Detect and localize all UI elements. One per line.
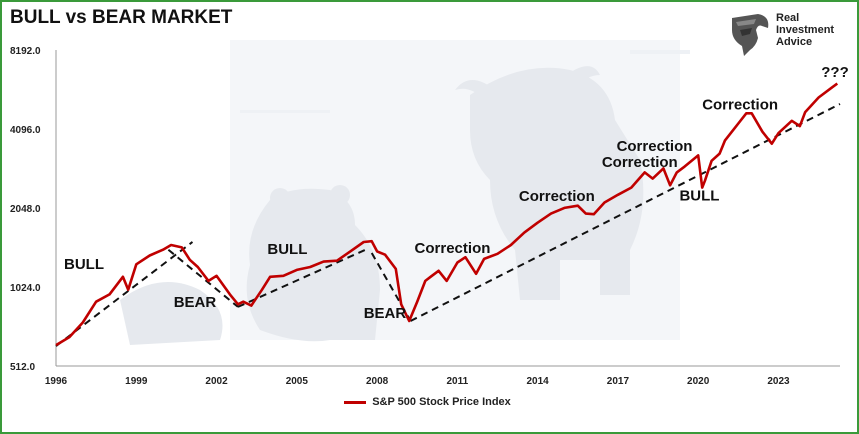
legend: S&P 500 Stock Price Index — [0, 396, 855, 408]
y-tick-label: 1024.0 — [10, 283, 41, 294]
logo-line-3: Advice — [776, 36, 813, 48]
y-tick-labels: 512.0 1024.0 2048.0 4096.0 8192.0 — [10, 46, 41, 373]
x-tick-label: 2023 — [767, 376, 790, 387]
annotation-label: ??? — [821, 64, 849, 81]
y-tick-label: 4096.0 — [10, 125, 41, 136]
y-tick-label: 8192.0 — [10, 46, 41, 57]
logo-line-2: Investment — [776, 24, 835, 36]
trendline — [167, 248, 239, 308]
x-tick-label: 1996 — [45, 376, 68, 387]
annotation-label: BEAR — [364, 305, 407, 322]
annotation-label: BULL — [679, 187, 719, 204]
x-tick-labels: 1996 1999 2002 2005 2008 2011 2014 2017 2020 2023 — [45, 376, 790, 387]
logo-line-1: Real — [776, 12, 800, 24]
brand-logo: Real Investment Advice — [728, 12, 848, 62]
series-line-sp500 — [55, 82, 839, 347]
x-tick-label: 2005 — [286, 376, 309, 387]
x-tick-label: 1999 — [125, 376, 148, 387]
x-tick-label: 2011 — [447, 376, 469, 387]
legend-swatch — [344, 400, 367, 404]
annotations: BULLBEARBULLBEARCorrectionCorrectionCorr… — [64, 64, 849, 322]
bear-silhouette-icon — [120, 185, 380, 345]
annotation-label: Correction — [602, 154, 678, 171]
annotation-label: BEAR — [174, 294, 217, 311]
x-tick-label: 2020 — [687, 376, 710, 387]
annotation-label: Correction — [617, 138, 693, 155]
x-tick-label: 2002 — [205, 376, 228, 387]
x-tick-label: 2017 — [607, 376, 630, 387]
x-tick-label: 2008 — [366, 376, 389, 387]
chart-title: BULL vs BEAR MARKET — [10, 7, 233, 28]
eagle-head-icon — [732, 14, 769, 56]
annotation-label: Correction — [415, 240, 491, 257]
watermark-background — [120, 40, 690, 345]
annotation-label: BULL — [64, 256, 104, 273]
series-lines — [55, 82, 839, 347]
x-tick-label: 2014 — [527, 376, 550, 387]
y-tick-label: 2048.0 — [10, 204, 41, 215]
y-tick-label: 512.0 — [10, 362, 35, 373]
annotation-label: Correction — [519, 188, 595, 205]
annotation-label: Correction — [702, 96, 778, 113]
annotation-label: BULL — [267, 241, 307, 258]
legend-entry: S&P 500 Stock Price Index — [372, 396, 511, 408]
